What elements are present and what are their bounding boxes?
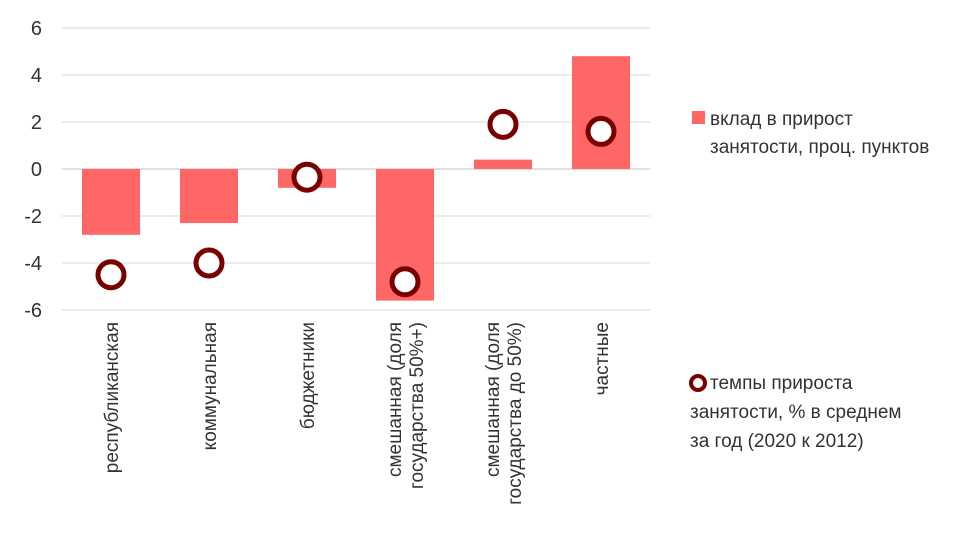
legend-marker-label-line: темпы прироста <box>710 373 853 394</box>
y-axis: 6 4 2 0 -2 -4 -6 <box>24 18 42 322</box>
x-category-label: смешанная (доля <box>483 322 504 477</box>
bar <box>474 159 532 169</box>
legend-bar-label: вклад в прирост занятости, проц. пунктов <box>710 109 929 158</box>
marker-point <box>585 115 617 147</box>
marker-point <box>487 108 519 140</box>
legend-marker-label-line: за год (2020 к 2012) <box>690 431 864 452</box>
x-category-label: государства до 50%) <box>505 322 526 505</box>
y-tick-label: -4 <box>24 253 42 275</box>
x-category-label: коммунальная <box>200 322 221 450</box>
x-category-label: государства 50%+) <box>407 322 428 489</box>
grid-lines <box>62 27 650 311</box>
x-axis-labels: республиканская коммунальная бюджетники сме… <box>102 322 613 505</box>
y-tick-label: -6 <box>24 300 42 322</box>
legend-bar-swatch <box>692 111 705 124</box>
x-category-label: частные <box>592 322 613 395</box>
legend-marker-label-line: занятости, % в среднем <box>690 402 901 423</box>
marker-point <box>389 266 421 298</box>
legend-bar-label-line: занятости, проц. пунктов <box>710 137 929 158</box>
bar-series <box>82 56 630 301</box>
legend-bar-label-line: вклад в прирост <box>710 109 853 130</box>
legend: вклад в прирост занятости, проц. пунктов… <box>689 109 929 452</box>
bar <box>572 56 630 170</box>
legend-marker-label: темпы прироста занятости, % в среднем за… <box>690 373 907 452</box>
y-tick-label: 2 <box>31 112 42 134</box>
marker-point <box>95 259 127 291</box>
x-category-label: бюджетники <box>298 322 319 429</box>
y-tick-label: 4 <box>31 65 42 87</box>
marker-point <box>291 161 323 193</box>
bar <box>82 169 140 235</box>
y-tick-label: -2 <box>24 206 42 228</box>
bar <box>180 169 238 224</box>
legend-marker-swatch <box>689 374 707 392</box>
y-tick-label: 6 <box>31 18 42 40</box>
x-category-label: республиканская <box>102 322 123 473</box>
marker-point <box>193 247 225 279</box>
y-tick-label: 0 <box>31 159 42 181</box>
x-category-label: смешанная (доля <box>385 322 406 477</box>
marker-series <box>95 108 617 298</box>
